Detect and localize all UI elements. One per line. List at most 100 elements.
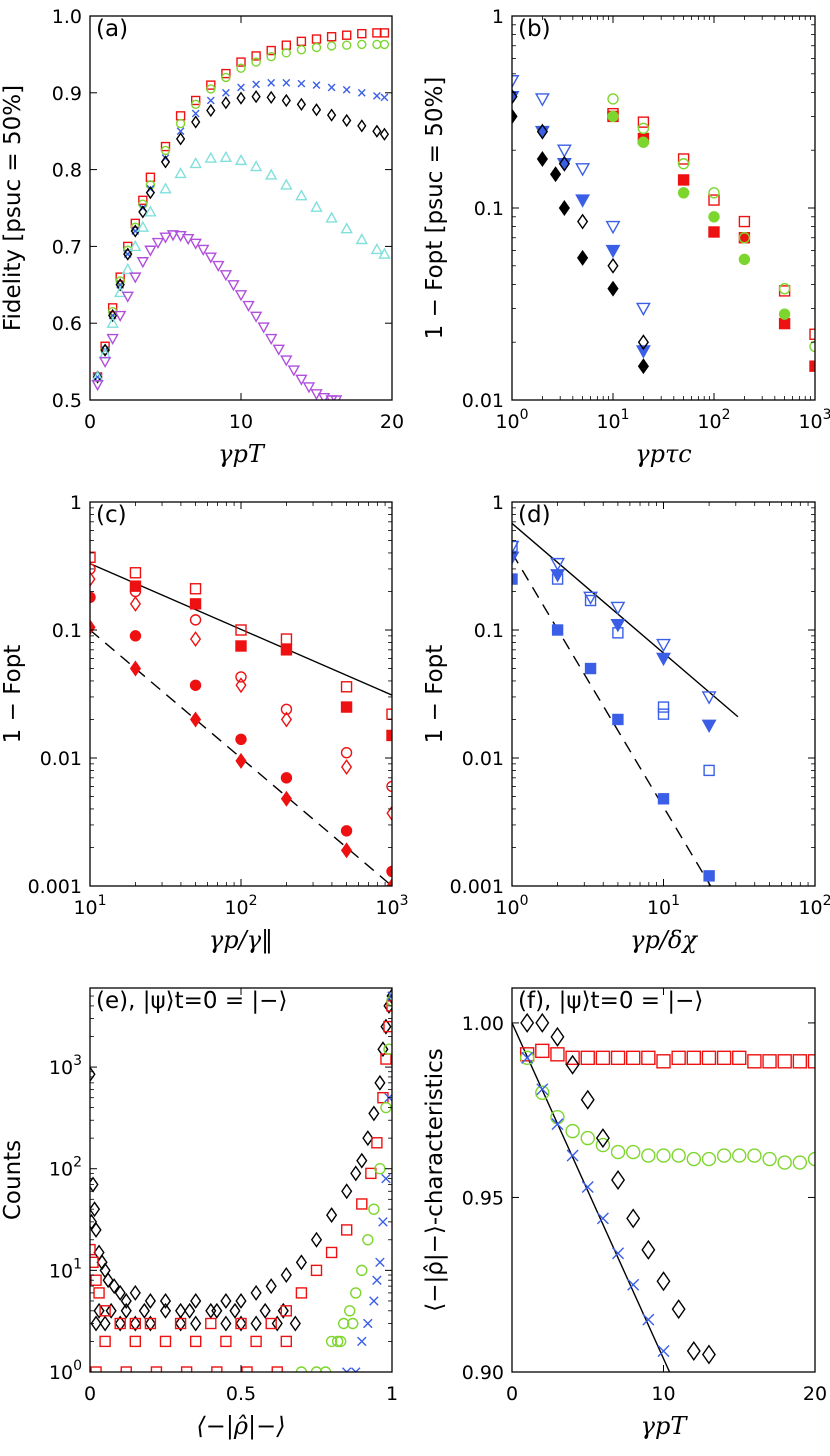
series-green-circles (519, 1050, 815, 1170)
data-point (310, 200, 323, 212)
data-point (381, 1173, 391, 1184)
y-tick-label: 1.00 (462, 1013, 504, 1035)
data-point (220, 1335, 232, 1348)
data-point (120, 1302, 132, 1319)
data-point (607, 257, 619, 274)
data-point (595, 1137, 611, 1153)
data-point (160, 155, 171, 169)
data-point (677, 158, 690, 170)
y-axis-label: Fidelity [psuc = 50%] (0, 85, 26, 331)
data-point (280, 790, 293, 807)
y-tick-label: 1 (70, 492, 82, 514)
axes-frame (511, 501, 816, 887)
data-point (747, 1054, 762, 1069)
data-point (145, 186, 156, 200)
x-tick-label: 10 (651, 1383, 675, 1405)
y-tick-label: 0.90 (462, 1362, 504, 1384)
data-point (637, 122, 650, 135)
data-point (536, 151, 548, 167)
data-point (595, 1050, 611, 1066)
data-point (251, 57, 261, 67)
data-point (703, 764, 715, 777)
x-tick-label: 103 (798, 407, 830, 433)
data-point (583, 591, 598, 606)
data-point (340, 842, 353, 859)
plot-area-b (512, 75, 815, 375)
data-point (206, 96, 215, 105)
data-point (379, 28, 390, 38)
data-point (311, 34, 322, 44)
data-point (98, 356, 112, 369)
data-point (368, 1105, 380, 1122)
data-point (612, 713, 624, 726)
x-tick-label: 102 (224, 893, 257, 919)
data-point (212, 260, 225, 273)
data-point (386, 780, 392, 793)
data-point (191, 115, 201, 129)
data-point (241, 1366, 253, 1372)
data-point (565, 1050, 580, 1066)
data-point (190, 1315, 202, 1332)
data-point (120, 1366, 132, 1372)
data-point (342, 113, 352, 128)
data-point (136, 257, 150, 269)
data-point (145, 172, 156, 182)
data-point (607, 93, 619, 105)
data-point (90, 1201, 101, 1218)
data-point (362, 1130, 374, 1147)
data-point (550, 557, 566, 572)
data-point (357, 39, 367, 50)
data-point (242, 300, 255, 312)
fit-line-dashed (90, 629, 392, 886)
data-point (311, 103, 322, 117)
data-point (326, 32, 337, 42)
plot-area-f (512, 1012, 815, 1372)
data-point (296, 36, 307, 47)
y-tick-label: 0.01 (462, 390, 504, 412)
x-axis-label: γp/γ‖ (209, 926, 273, 955)
data-point (607, 280, 619, 297)
data-point (341, 1224, 353, 1236)
data-point (229, 1302, 241, 1319)
data-point (281, 40, 291, 50)
data-point (326, 1207, 338, 1224)
data-point (637, 334, 649, 351)
data-point (716, 1148, 732, 1163)
y-axis-label: 1 − Fopt (0, 645, 26, 744)
data-point (611, 1170, 626, 1190)
data-point (282, 78, 291, 87)
series-red-open-squares (90, 551, 392, 720)
data-point (536, 123, 548, 140)
data-point (99, 1335, 111, 1348)
data-point (778, 285, 791, 297)
data-point (102, 1272, 114, 1289)
data-point (175, 1302, 187, 1319)
data-point (180, 1366, 193, 1372)
data-point (175, 118, 186, 129)
data-point (347, 1317, 359, 1330)
data-point (558, 155, 570, 172)
data-point (267, 78, 276, 87)
data-point (342, 30, 352, 40)
data-point (344, 1305, 356, 1317)
data-point (259, 1302, 271, 1319)
data-point (386, 708, 392, 720)
data-point (220, 1292, 232, 1309)
data-point (90, 619, 96, 636)
series-red-filled-squares (129, 580, 392, 742)
data-point (280, 703, 293, 716)
data-point (512, 573, 518, 585)
x-tick-label: 0 (84, 1383, 96, 1405)
data-point (642, 1313, 655, 1326)
data-point (701, 1151, 717, 1167)
data-point (151, 237, 165, 250)
y-tick-label: 0.1 (474, 620, 504, 642)
data-point (350, 1287, 362, 1299)
data-point (807, 1054, 815, 1069)
data-point (325, 1335, 338, 1348)
data-point (271, 1315, 283, 1332)
panel-label: (b) (518, 16, 551, 42)
data-point (747, 1148, 762, 1163)
